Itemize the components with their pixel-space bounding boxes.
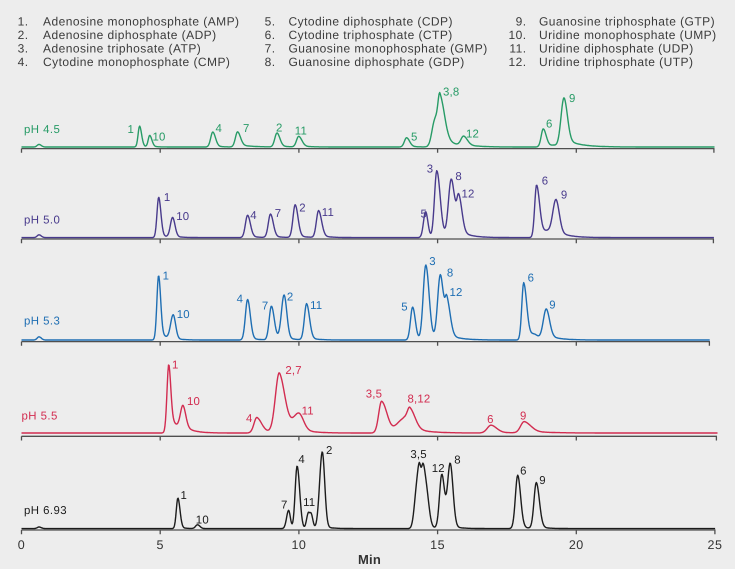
- svg-text:Cytodine monophosphate (CMP): Cytodine monophosphate (CMP): [43, 55, 230, 69]
- svg-text:20: 20: [569, 538, 584, 552]
- svg-text:6: 6: [546, 118, 553, 130]
- svg-text:7: 7: [243, 123, 250, 135]
- svg-text:25: 25: [708, 538, 723, 552]
- svg-text:10: 10: [187, 396, 200, 408]
- svg-text:12.: 12.: [508, 55, 526, 69]
- svg-text:3.: 3.: [18, 41, 29, 55]
- svg-text:11: 11: [295, 126, 307, 138]
- svg-text:8: 8: [447, 267, 454, 279]
- svg-text:Uridine monophosphate (UMP): Uridine monophosphate (UMP): [539, 28, 717, 42]
- svg-text:9: 9: [539, 475, 546, 487]
- svg-text:4: 4: [298, 454, 305, 466]
- svg-text:5: 5: [401, 302, 408, 314]
- svg-text:8,12: 8,12: [408, 394, 431, 406]
- svg-text:15: 15: [430, 538, 445, 552]
- svg-text:Cytodine diphosphate (CDP): Cytodine diphosphate (CDP): [289, 15, 453, 29]
- svg-text:2: 2: [287, 292, 294, 304]
- svg-text:3: 3: [429, 256, 436, 268]
- svg-text:3,5: 3,5: [410, 449, 426, 461]
- svg-text:4.: 4.: [18, 55, 29, 69]
- svg-text:6: 6: [487, 414, 494, 426]
- svg-text:9.: 9.: [516, 15, 527, 29]
- svg-text:Cytodine triphosphate (CTP): Cytodine triphosphate (CTP): [289, 28, 453, 42]
- svg-text:2.: 2.: [18, 28, 29, 42]
- svg-text:10: 10: [176, 211, 189, 223]
- svg-text:10: 10: [291, 538, 306, 552]
- svg-text:Adenosine diphosphate (ADP): Adenosine diphosphate (ADP): [43, 28, 217, 42]
- svg-text:5: 5: [411, 131, 418, 143]
- svg-text:2,7: 2,7: [285, 365, 301, 377]
- svg-text:4: 4: [250, 210, 257, 222]
- svg-text:3,8: 3,8: [443, 87, 459, 99]
- svg-text:pH 5.5: pH 5.5: [22, 411, 58, 423]
- svg-text:pH 4.5: pH 4.5: [24, 124, 60, 136]
- svg-text:11: 11: [322, 207, 334, 219]
- svg-text:1: 1: [181, 490, 188, 502]
- svg-text:Uridine diphosphate (UDP): Uridine diphosphate (UDP): [539, 41, 694, 55]
- svg-text:6: 6: [520, 465, 527, 477]
- svg-text:10: 10: [196, 514, 209, 526]
- svg-text:Adenosine triphosate (ATP): Adenosine triphosate (ATP): [43, 41, 201, 55]
- svg-text:6: 6: [528, 273, 535, 285]
- svg-text:2: 2: [326, 445, 333, 457]
- svg-text:5: 5: [421, 208, 428, 220]
- svg-text:12: 12: [466, 129, 479, 141]
- svg-text:5: 5: [156, 538, 163, 552]
- svg-text:0: 0: [18, 538, 25, 552]
- svg-text:1: 1: [163, 271, 170, 283]
- svg-text:12: 12: [432, 463, 445, 475]
- svg-text:10.: 10.: [508, 28, 526, 42]
- svg-text:11: 11: [310, 300, 322, 312]
- svg-text:7: 7: [262, 300, 269, 312]
- svg-text:7: 7: [281, 500, 288, 512]
- svg-text:9: 9: [520, 410, 527, 422]
- svg-text:3,5: 3,5: [366, 389, 382, 401]
- svg-text:Guanosine diphosphate (GDP): Guanosine diphosphate (GDP): [289, 55, 465, 69]
- svg-text:2: 2: [299, 202, 306, 214]
- svg-text:7.: 7.: [265, 41, 276, 55]
- svg-text:Guanosine triphosphate (GTP): Guanosine triphosphate (GTP): [539, 15, 715, 29]
- svg-text:4: 4: [237, 294, 244, 306]
- svg-text:pH 5.0: pH 5.0: [24, 215, 60, 227]
- svg-text:1: 1: [172, 360, 179, 372]
- svg-text:Min: Min: [358, 552, 381, 567]
- svg-text:1.: 1.: [18, 15, 29, 29]
- svg-text:6.: 6.: [265, 28, 276, 42]
- svg-text:11: 11: [303, 497, 315, 509]
- svg-text:9: 9: [561, 190, 568, 202]
- svg-text:pH 5.3: pH 5.3: [24, 316, 60, 328]
- svg-text:12: 12: [462, 188, 475, 200]
- svg-text:8: 8: [454, 454, 461, 466]
- svg-text:12: 12: [450, 287, 463, 299]
- svg-text:9: 9: [549, 300, 556, 312]
- svg-text:pH 6.93: pH 6.93: [24, 505, 67, 517]
- svg-text:7: 7: [275, 208, 282, 220]
- svg-text:Guanosine monophosphate (GMP): Guanosine monophosphate (GMP): [289, 41, 488, 55]
- svg-text:10: 10: [177, 309, 190, 321]
- svg-text:10: 10: [153, 132, 166, 144]
- svg-text:1: 1: [128, 124, 135, 136]
- svg-text:3: 3: [427, 164, 434, 176]
- svg-text:6: 6: [542, 176, 549, 188]
- svg-text:11: 11: [302, 405, 314, 417]
- svg-text:1: 1: [164, 192, 171, 204]
- svg-text:2: 2: [276, 122, 283, 134]
- svg-text:9: 9: [569, 93, 576, 105]
- svg-text:5.: 5.: [265, 15, 276, 29]
- svg-text:4: 4: [216, 123, 223, 135]
- svg-text:Adenosine monophosphate (AMP): Adenosine monophosphate (AMP): [43, 15, 240, 29]
- svg-text:Uridine triphosphate (UTP): Uridine triphosphate (UTP): [539, 55, 693, 69]
- svg-text:4: 4: [246, 413, 253, 425]
- svg-text:8: 8: [455, 171, 462, 183]
- svg-text:11.: 11.: [509, 41, 526, 55]
- svg-text:8.: 8.: [265, 55, 276, 69]
